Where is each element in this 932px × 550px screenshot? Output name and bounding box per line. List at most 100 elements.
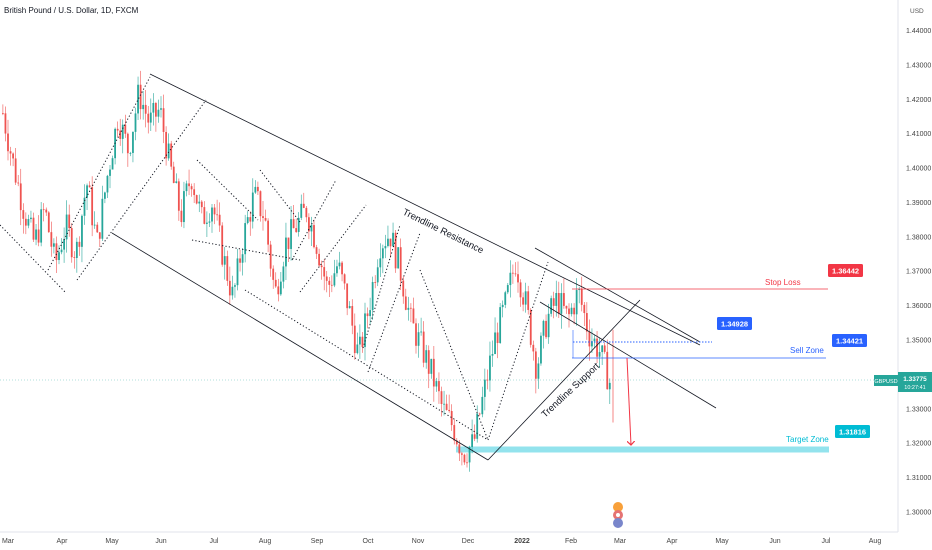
candle-body [83,197,86,216]
candle-body [68,214,71,229]
candle-body [257,186,259,192]
candle-body [330,284,333,286]
candle-body [47,212,50,233]
target-tag-value: 1.31816 [839,427,866,436]
candle-body [563,293,565,306]
candle-body [249,217,252,222]
candle-body [443,403,445,405]
candle-body [98,232,101,239]
candle-body [45,209,48,213]
candle-body [478,413,481,415]
candle-body [361,336,364,347]
x-tick-label: Dec [462,538,475,545]
stop-loss-tag-box [828,264,863,277]
price-tag-box [898,372,932,392]
candle-body [262,216,264,218]
trendline-support-label: Trendline Support [540,361,603,421]
candle-body [14,158,17,183]
candle-body [285,237,287,267]
candle-body [430,358,433,374]
current-price-tag[interactable]: GBPUSD 1.33775 10:27:41 [874,372,932,392]
candle-body [160,108,162,110]
candle-body [438,381,440,392]
candle-body [147,113,150,123]
sell-zone-tag[interactable]: 1.34421 [832,334,867,347]
candle-body [534,351,537,379]
candle-body [267,220,269,245]
candle-body [473,434,476,439]
candle-body [573,307,575,315]
candle-body [313,225,315,248]
x-tick-label: Nov [412,538,425,545]
candle-body [547,313,550,338]
candle-body [522,297,524,305]
sell-zone-label: Sell Zone [790,346,824,355]
candle-body [300,203,303,218]
economic-events-icon[interactable] [613,502,623,528]
candle-body [343,274,346,284]
short-channel-lower [539,301,717,409]
candle-body [504,292,507,305]
candle-body [236,258,239,286]
candle-body [279,281,282,295]
candle-body [483,379,486,397]
candle-body [251,192,254,222]
dotted-line-4 [196,159,259,221]
candle-body [254,186,257,193]
x-tick-label: Aug [259,538,272,545]
candle-body [96,224,99,233]
candle-body [167,143,170,159]
candle-body [603,345,606,352]
candle-body [529,309,532,345]
candle-body [223,256,226,265]
candle-body [37,229,40,243]
candle-body [461,453,463,455]
candle-body [149,112,152,123]
x-tick-label: May [715,538,729,545]
y-tick-label: 1.43000 [906,62,931,69]
candle-body [274,279,277,287]
entry-tag[interactable]: 1.34928 [717,317,752,330]
candle-body [476,413,479,439]
candle-body [70,228,73,258]
stop-loss-tag[interactable]: 1.36442 [828,264,863,277]
candle-body [208,221,211,223]
candle-body [379,258,382,268]
candle-body [88,185,91,188]
dotted-line-5 [191,239,301,261]
candle-body [35,229,37,240]
candle-body [387,238,389,247]
y-tick-label: 1.35000 [906,338,931,345]
candle-body [468,447,471,463]
candle-body [509,272,512,286]
candle-body [310,225,313,232]
target-tag[interactable]: 1.31816 [835,425,870,438]
symbol-tag-box [874,375,898,386]
y-tick-label: 1.32000 [906,441,931,448]
x-tick-label: Apr [667,538,679,545]
trendline-support-line [487,299,641,461]
candle-body [19,183,22,211]
candle-body [575,290,578,315]
candle-body [129,152,132,154]
channel-upper-line [149,73,701,346]
y-tick-label: 1.42000 [906,97,931,104]
candle-body [106,175,109,193]
candle-body [132,131,134,153]
short-channel-upper [534,247,701,343]
candle-body [144,104,147,114]
candle-body [239,258,241,263]
event-icon-flag-center [616,513,620,517]
candle-body [415,323,417,346]
candle-body [374,282,377,283]
candle-body [269,244,272,269]
candle-body [432,358,435,387]
dotted-line-8 [299,204,367,293]
candle-body [596,338,598,357]
candle-body [348,306,351,309]
candle-body [471,434,473,448]
candle-body [351,306,354,326]
candle-body [384,246,387,249]
